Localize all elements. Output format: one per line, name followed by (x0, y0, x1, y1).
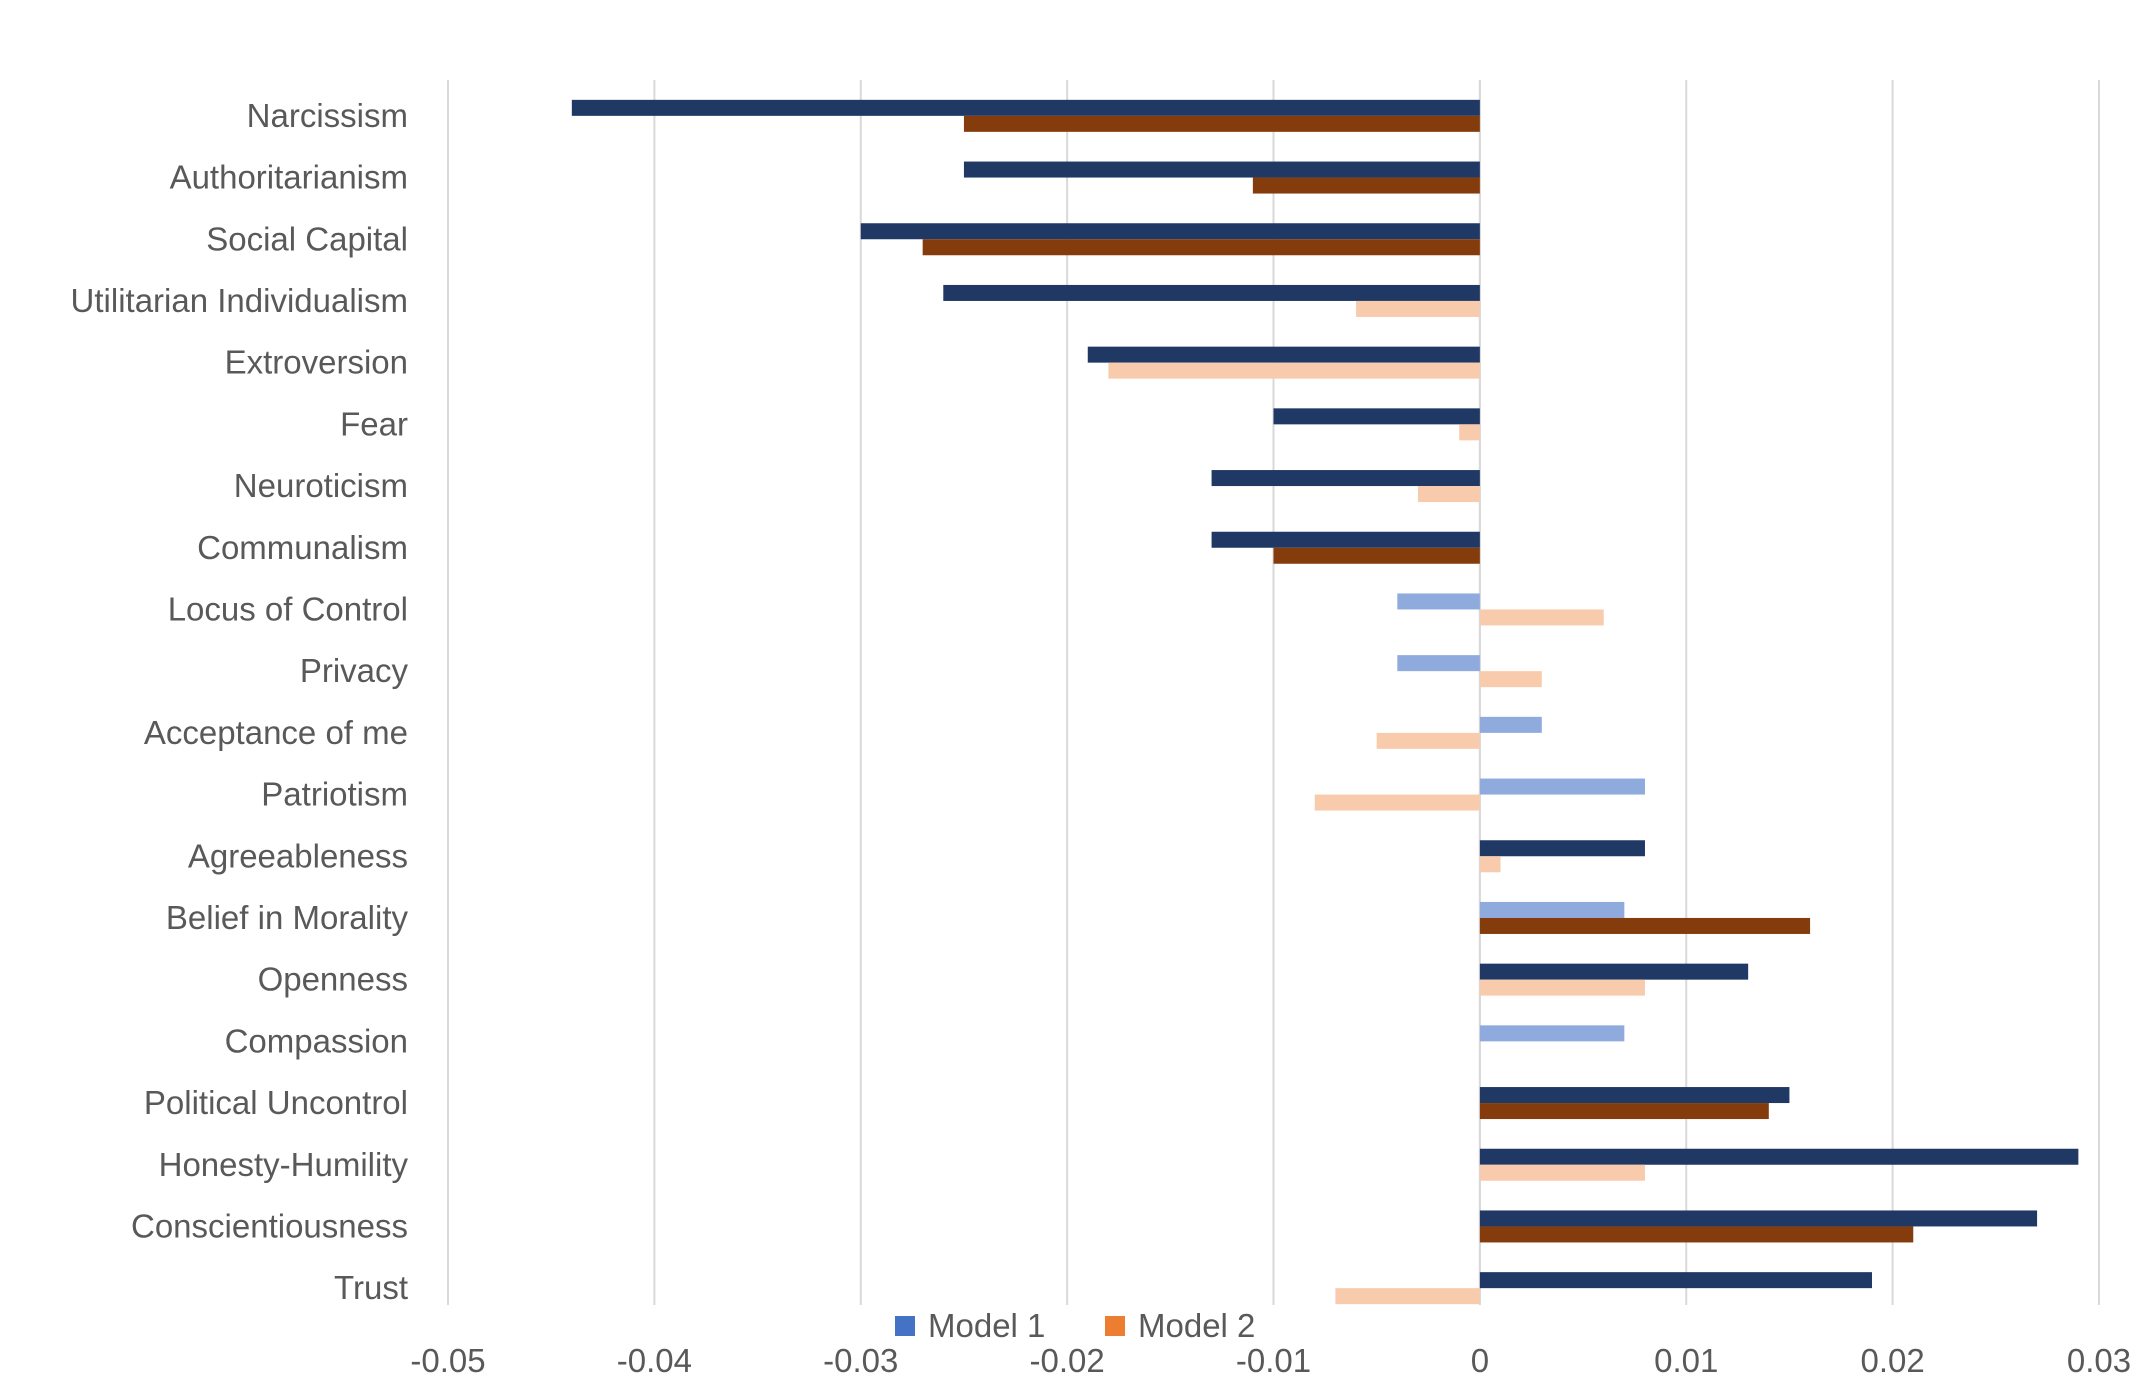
bar-model-1-acceptance-of-me (1479, 716, 1542, 733)
bar-model-2-privacy (1479, 671, 1542, 688)
bar-model-1-locus-of-control (1397, 593, 1480, 610)
category-label-belief-in-morality: Belief in Morality (166, 899, 409, 936)
x-tick-label: -0.05 (410, 1342, 485, 1379)
x-tick-label: -0.03 (823, 1342, 898, 1379)
category-label-neuroticism: Neuroticism (234, 467, 408, 504)
bar-model-2-belief-in-morality (1479, 917, 1811, 934)
bar-model-1-trust (1479, 1272, 1872, 1289)
bar-model-2-social-capital (922, 239, 1480, 256)
legend-swatch-model-2 (1105, 1316, 1125, 1336)
category-label-conscientiousness: Conscientiousness (131, 1207, 408, 1244)
bar-model-2-agreeableness (1479, 856, 1501, 873)
x-tick-label: -0.01 (1236, 1342, 1311, 1379)
bars (571, 99, 2079, 1305)
bar-model-1-political-uncontrol (1479, 1087, 1790, 1104)
x-tick-labels: -0.05 -0.04 -0.03 -0.02 -0.01 0 0.01 0.02 0.03 (410, 1342, 2131, 1379)
x-tick-label: 0 (1471, 1342, 1489, 1379)
category-label-locus-of-control: Locus of Control (168, 590, 408, 627)
category-label-openness: Openness (258, 961, 408, 998)
bar-model-2-acceptance-of-me (1376, 732, 1480, 749)
bar-model-2-extroversion (1108, 362, 1480, 379)
legend-label-model-1: Model 1 (928, 1307, 1045, 1344)
legend-label-model-2: Model 2 (1138, 1307, 1255, 1344)
x-tick-label: 0.03 (2067, 1342, 2131, 1379)
legend: Model 1 Model 2 (895, 1307, 1255, 1344)
category-label-compassion: Compassion (225, 1022, 408, 1059)
bar-model-2-narcissism (963, 115, 1480, 132)
category-label-social-capital: Social Capital (206, 220, 408, 257)
bar-model-1-agreeableness (1479, 840, 1645, 857)
legend-swatch-model-1 (895, 1316, 915, 1336)
category-label-fear: Fear (340, 405, 408, 442)
bar-model-1-honesty-humility (1479, 1148, 2079, 1165)
bar-model-1-communalism (1211, 531, 1480, 548)
bar-model-2-trust (1335, 1288, 1480, 1305)
category-label-narcissism: Narcissism (247, 97, 408, 134)
bar-model-1-fear (1273, 408, 1480, 425)
bar-model-1-authoritarianism (963, 161, 1480, 178)
bar-model-2-political-uncontrol (1479, 1103, 1769, 1120)
bar-model-2-openness (1479, 979, 1645, 996)
x-tick-label: -0.02 (1030, 1342, 1105, 1379)
bar-model-1-neuroticism (1211, 470, 1480, 487)
bar-model-1-narcissism (571, 99, 1480, 116)
bar-model-2-utilitarian-individualism (1356, 300, 1480, 317)
bar-model-1-extroversion (1087, 346, 1480, 363)
category-label-political-uncontrol: Political Uncontrol (144, 1084, 408, 1121)
bar-model-2-locus-of-control (1479, 609, 1604, 626)
x-tick-label: -0.04 (617, 1342, 692, 1379)
bar-model-2-fear (1459, 424, 1480, 441)
category-label-trust: Trust (334, 1269, 408, 1306)
category-label-authoritarianism: Authoritarianism (170, 159, 408, 196)
category-label-patriotism: Patriotism (261, 776, 408, 813)
bar-model-1-compassion (1479, 1025, 1625, 1042)
gridlines (447, 80, 2100, 1305)
bar-model-1-patriotism (1479, 778, 1645, 795)
bar-model-1-privacy (1397, 655, 1480, 672)
bar-model-2-neuroticism (1417, 486, 1480, 503)
x-tick-label: 0.02 (1861, 1342, 1925, 1379)
category-label-honesty-humility: Honesty-Humility (159, 1146, 409, 1183)
x-tick-label: 0.01 (1654, 1342, 1718, 1379)
bar-model-2-conscientiousness (1479, 1226, 1914, 1243)
category-labels: Narcissism Authoritarianism Social Capital… (71, 97, 409, 1306)
bar-model-1-utilitarian-individualism (943, 284, 1480, 301)
bar-model-2-patriotism (1314, 794, 1480, 811)
category-label-extroversion: Extroversion (225, 344, 408, 381)
category-label-utilitarian-individualism: Utilitarian Individualism (71, 282, 408, 319)
category-label-communalism: Communalism (197, 529, 408, 566)
bar-model-2-authoritarianism (1252, 177, 1480, 194)
bar-model-2-communalism (1273, 547, 1480, 564)
category-label-privacy: Privacy (300, 652, 409, 689)
bar-model-1-social-capital (860, 223, 1480, 240)
bar-model-1-conscientiousness (1479, 1210, 2038, 1227)
bar-model-2-honesty-humility (1479, 1164, 1645, 1181)
category-label-agreeableness: Agreeableness (188, 837, 408, 874)
category-label-acceptance-of-me: Acceptance of me (144, 714, 408, 751)
bar-model-1-openness (1479, 963, 1749, 980)
bar-model-1-belief-in-morality (1479, 901, 1625, 918)
